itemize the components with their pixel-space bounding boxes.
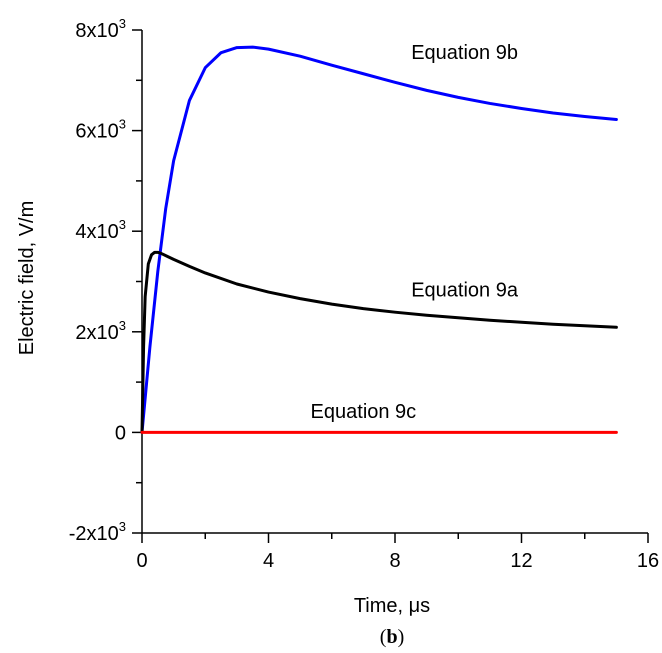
panel-label-open: ( <box>380 626 387 648</box>
y-tick-label: 8x103 <box>75 16 126 42</box>
y-tick-label: 2x103 <box>75 318 126 344</box>
panel-label-letter: b <box>386 626 397 648</box>
plot-area: 0 4 8 12 16 8x103 6x103 4x103 2x103 0 -2x103 Equati… <box>69 16 659 572</box>
x-tick-label: 16 <box>637 550 659 572</box>
x-tick-label: 8 <box>389 550 400 572</box>
x-tick-label: 4 <box>263 550 274 572</box>
panel-label-close: ) <box>398 626 405 648</box>
annotation-label: Equation 9b <box>411 42 518 64</box>
x-tick-label: 12 <box>510 550 532 572</box>
panel-label: (b) <box>380 626 404 648</box>
series-line-equation-9a <box>140 250 618 434</box>
x-axis-title: Time, μs <box>354 595 430 617</box>
x-tick-label: 0 <box>136 550 147 572</box>
y-tick-label: 4x103 <box>75 217 126 243</box>
annotation-label: Equation 9c <box>311 401 417 423</box>
y-tick-label: 0 <box>115 422 126 444</box>
annotation-label: Equation 9a <box>411 280 519 302</box>
y-tick-label: -2x103 <box>69 519 126 545</box>
series-line-equation-9b <box>140 45 618 434</box>
y-tick-label: 6x103 <box>75 117 126 143</box>
y-axis-title: Electric field, V/m <box>16 201 38 355</box>
